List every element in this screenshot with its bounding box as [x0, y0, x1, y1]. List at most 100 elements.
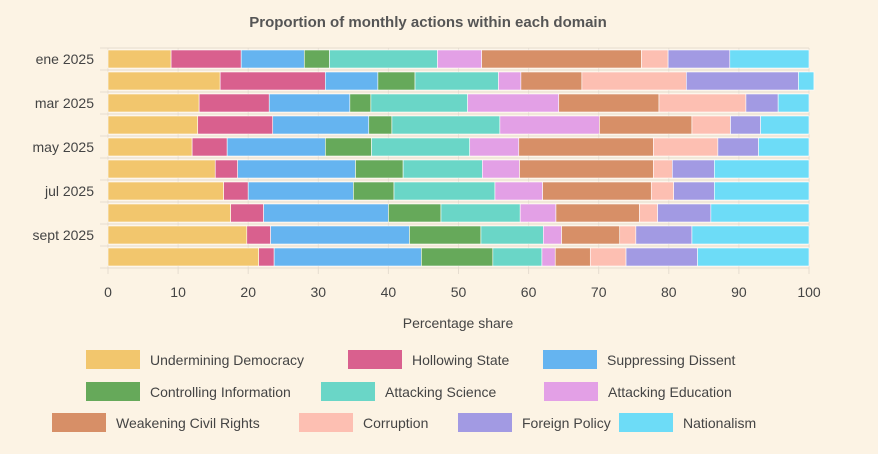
bar-segment: [355, 159, 404, 179]
bar-segment: [303, 49, 330, 69]
bar-segment: [170, 49, 242, 69]
legend-swatch: [86, 350, 140, 369]
bar-segment: [107, 93, 200, 113]
x-tick-label: 50: [451, 284, 467, 300]
bar-segment: [777, 93, 810, 113]
bar-segment: [650, 181, 675, 201]
bar-segment: [237, 159, 356, 179]
bar-segment: [482, 159, 520, 179]
bar-segment: [370, 93, 468, 113]
legend-label: Attacking Science: [385, 384, 496, 400]
bar-segment: [481, 49, 642, 69]
bar-segment: [268, 93, 351, 113]
bar-segment: [492, 247, 543, 267]
x-tick-label: 60: [521, 284, 537, 300]
legend-swatch: [619, 413, 673, 432]
legend-swatch: [544, 382, 598, 401]
legend-label: Hollowing State: [412, 352, 509, 368]
legend-label: Corruption: [363, 415, 428, 431]
legend-label: Controlling Information: [150, 384, 291, 400]
legend-label: Attacking Education: [608, 384, 732, 400]
bar-segment: [714, 181, 810, 201]
x-tick-label: 100: [797, 284, 821, 300]
bar-segment: [653, 159, 673, 179]
bar-segment: [107, 71, 221, 91]
bar-segment: [230, 203, 264, 223]
bar-segment: [581, 71, 687, 91]
legend: Undermining Democracy Hollowing State Supp…: [52, 350, 756, 432]
bar-segment: [246, 225, 271, 245]
bar-segment: [519, 159, 654, 179]
bar-segment: [272, 115, 370, 135]
bar-segment: [697, 247, 810, 267]
bar-segment: [641, 49, 669, 69]
bar-segment: [543, 225, 562, 245]
bar-segment: [391, 115, 501, 135]
bar-segment: [219, 71, 326, 91]
axes: 0 10 20 30 40 50 60 70 80 90 100 ene 2025 mar 2025 ma…: [33, 51, 821, 300]
legend-swatch: [52, 413, 106, 432]
bar-segment: [325, 71, 379, 91]
y-tick-label: jul 2025: [44, 183, 94, 199]
bar-segment: [667, 49, 731, 69]
y-tick-label: ene 2025: [36, 51, 95, 67]
bar-segment: [325, 137, 372, 157]
bar-segment: [469, 137, 520, 157]
x-tick-label: 70: [591, 284, 607, 300]
bar-segment: [107, 49, 172, 69]
x-tick-label: 10: [170, 284, 186, 300]
bars: [107, 49, 815, 267]
bar-segment: [710, 203, 810, 223]
bar-segment: [619, 225, 637, 245]
bar-segment: [758, 137, 810, 157]
bar-segment: [554, 247, 591, 267]
bar-segment: [240, 49, 305, 69]
bar-segment: [730, 115, 761, 135]
bar-segment: [520, 71, 583, 91]
bar-segment: [107, 159, 216, 179]
bar-segment: [437, 49, 482, 69]
legend-label: Nationalism: [683, 415, 756, 431]
legend-swatch: [321, 382, 375, 401]
legend-swatch: [299, 413, 353, 432]
legend-swatch: [348, 350, 402, 369]
bar-segment: [599, 115, 693, 135]
bar-segment: [686, 71, 799, 91]
bar-segment: [107, 115, 199, 135]
legend-label: Undermining Democracy: [150, 352, 304, 368]
x-axis-label: Percentage share: [403, 315, 514, 331]
bar-segment: [440, 203, 521, 223]
bar-segment: [107, 225, 248, 245]
x-tick-label: 0: [104, 284, 112, 300]
bar-segment: [760, 115, 810, 135]
bar-segment: [498, 71, 522, 91]
bar-segment: [421, 247, 494, 267]
bar-segment: [494, 181, 543, 201]
x-tick-label: 30: [311, 284, 327, 300]
bar-segment: [589, 247, 627, 267]
bar-segment: [639, 203, 658, 223]
bar-segment: [270, 225, 410, 245]
bar-segment: [368, 115, 393, 135]
bar-segment: [467, 93, 560, 113]
bar-segment: [555, 203, 640, 223]
bar-segment: [653, 137, 719, 157]
bar-segment: [519, 203, 557, 223]
bar-segment: [729, 49, 810, 69]
bar-segment: [402, 159, 483, 179]
bar-segment: [247, 181, 354, 201]
bar-segment: [561, 225, 621, 245]
bar-segment: [798, 71, 815, 91]
legend-label: Weakening Civil Rights: [116, 415, 260, 431]
legend-swatch: [458, 413, 512, 432]
x-tick-label: 90: [731, 284, 747, 300]
bar-segment: [377, 71, 416, 91]
bar-segment: [717, 137, 759, 157]
bar-segment: [371, 137, 471, 157]
bar-segment: [107, 203, 231, 223]
y-tick-label: sept 2025: [33, 227, 95, 243]
bar-segment: [409, 225, 482, 245]
bar-segment: [263, 203, 389, 223]
bar-segment: [714, 159, 810, 179]
